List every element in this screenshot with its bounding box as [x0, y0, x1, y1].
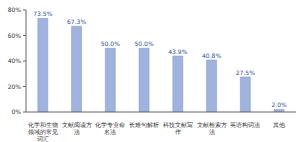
svg-text:60%: 60%: [8, 32, 22, 39]
svg-text:化学和生物领域的常见词汇: 化学和生物领域的常见词汇: [28, 121, 58, 142]
svg-text:长难句解析: 长难句解析: [129, 121, 159, 128]
svg-text:50.0%: 50.0%: [101, 40, 120, 47]
svg-text:50.0%: 50.0%: [135, 40, 154, 47]
svg-text:英语构词法: 英语构词法: [230, 121, 260, 128]
svg-text:67.3%: 67.3%: [67, 18, 86, 25]
svg-text:化学专业命名法: 化学专业命名法: [95, 121, 125, 135]
svg-text:文献阅读方法: 文献阅读方法: [62, 121, 92, 135]
svg-text:80%: 80%: [8, 6, 22, 13]
svg-text:其他: 其他: [273, 121, 285, 128]
svg-text:文献检索方法: 文献检索方法: [197, 121, 227, 135]
svg-text:科技文献写作: 科技文献写作: [163, 121, 193, 135]
svg-text:40%: 40%: [8, 57, 22, 64]
svg-text:73.5%: 73.5%: [33, 10, 52, 17]
svg-text:20%: 20%: [8, 83, 22, 90]
svg-text:27.5%: 27.5%: [236, 69, 255, 76]
svg-text:0%: 0%: [11, 108, 21, 115]
svg-text:40.8%: 40.8%: [202, 52, 221, 59]
svg-text:43.9%: 43.9%: [168, 48, 187, 55]
svg-text:2.0%: 2.0%: [271, 101, 287, 108]
